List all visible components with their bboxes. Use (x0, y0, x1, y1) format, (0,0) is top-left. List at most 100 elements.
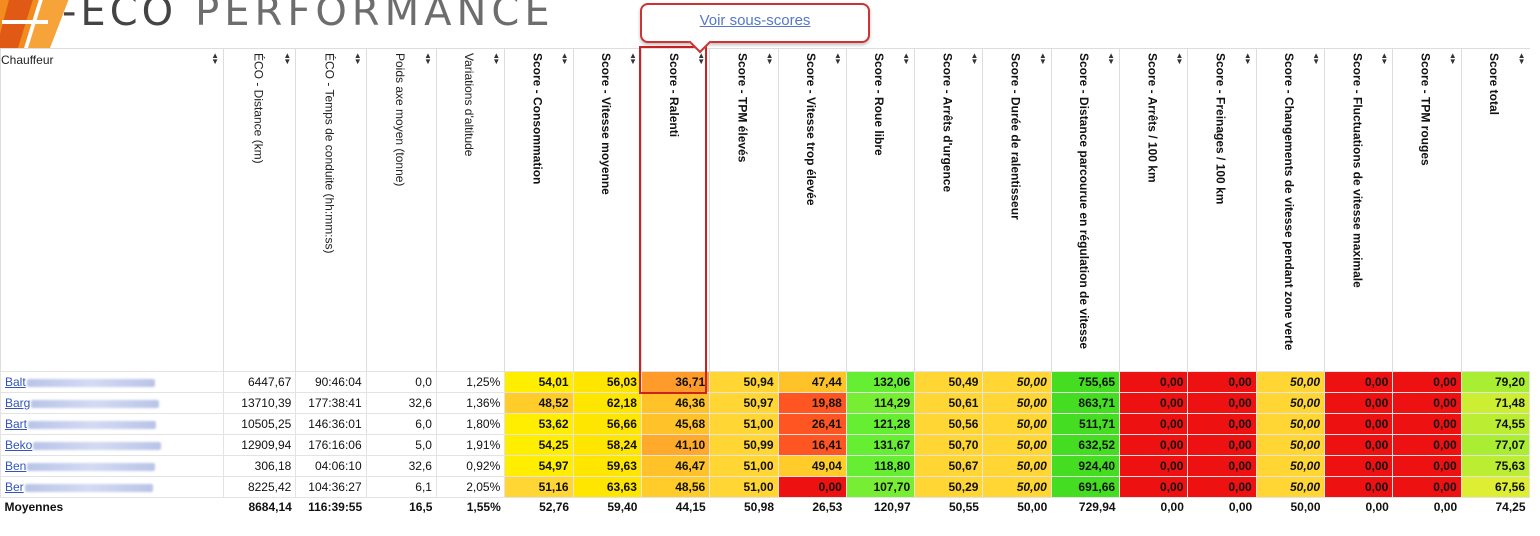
column-header-18[interactable]: Score total ▲ ▼ (1460, 48, 1530, 372)
table-cell: 0,00 (1187, 434, 1257, 456)
column-header-label: Score - Distance parcourue en régulation… (1077, 53, 1092, 350)
sort-icon[interactable]: ▲ ▼ (902, 51, 911, 66)
sort-icon[interactable]: ▲ ▼ (1380, 51, 1389, 66)
sort-icon[interactable]: ▲ ▼ (283, 51, 292, 66)
column-header-7[interactable]: Score - TPM élevés ▲ ▼ (709, 48, 779, 372)
driver-link[interactable]: Ber (5, 480, 24, 494)
table-cell: 6447,67 (223, 371, 297, 393)
column-header-label: Score - Vitesse trop élevée (803, 53, 818, 206)
average-cell: 1,55% (466, 500, 501, 514)
column-header-2[interactable]: Poids axe moyen (tonne) ▲ ▼ (365, 48, 437, 372)
table-cell: 0,00 (1187, 455, 1257, 477)
column-header-4[interactable]: Score - Consommation ▲ ▼ (504, 48, 574, 372)
table-cell: 54,01 (504, 371, 574, 393)
column-header-17[interactable]: Score - TPM rouges ▲ ▼ (1392, 48, 1462, 372)
average-cell: 44,15 (675, 500, 706, 514)
table-cell: 0,00 (1187, 413, 1257, 435)
driver-link[interactable]: Barg (5, 396, 31, 410)
table-cell: 51,00 (709, 413, 779, 435)
sort-icon[interactable]: ▲ ▼ (1312, 51, 1321, 66)
average-cell: 8684,14 (248, 500, 292, 514)
sort-icon[interactable]: ▲ ▼ (970, 51, 979, 66)
column-header-14[interactable]: Score - Freinages / 100 km ▲ ▼ (1187, 48, 1257, 372)
sort-icon[interactable]: ▲ ▼ (765, 51, 774, 66)
table-cell: 54,25 (504, 434, 574, 456)
table-cell: 56,66 (572, 413, 642, 435)
driver-link[interactable]: Ben (5, 459, 27, 473)
table-cell: 58,24 (572, 434, 642, 456)
table-cell: 54,97 (504, 455, 574, 477)
table-cell: 863,71 (1050, 392, 1121, 414)
column-header-3[interactable]: Variations d'altitude ▲ ▼ (435, 48, 505, 372)
column-header-label: Score - Arrêts d'urgence (940, 53, 955, 193)
table-cell: 0,00 (1392, 392, 1462, 414)
column-header-12[interactable]: Score - Distance parcourue en régulation… (1050, 48, 1120, 372)
table-cell: 0,00 (1392, 371, 1462, 393)
driver-cell[interactable]: Barg (0, 392, 225, 414)
column-header-1[interactable]: ÉCO - Temps de conduite (hh:mm:ss) ▲ ▼ (295, 48, 367, 372)
table-cell: 0,00 (1324, 455, 1394, 477)
driver-link[interactable]: Beko (5, 438, 33, 452)
driver-cell[interactable]: Bart (0, 413, 225, 435)
table-cell: 79,20 (1460, 371, 1531, 393)
average-cell: 0,00 (1433, 500, 1458, 514)
table-cell: 8225,42 (223, 476, 297, 498)
sort-icon[interactable]: ▲ ▼ (1107, 51, 1116, 66)
column-header-label: Score total (1487, 53, 1502, 116)
sort-icon[interactable]: ▲ ▼ (353, 51, 362, 66)
driver-link[interactable]: Balt (5, 375, 26, 389)
column-header-6[interactable]: Score - Ralenti ▲ ▼ (640, 48, 710, 372)
sort-icon[interactable]: ▲ ▼ (697, 51, 706, 66)
column-header-9[interactable]: Score - Roue libre ▲ ▼ (845, 48, 915, 372)
sort-icon[interactable]: ▲ ▼ (560, 51, 569, 66)
sort-icon[interactable]: ▲ ▼ (211, 51, 220, 66)
redacted-name (26, 378, 155, 387)
sort-icon[interactable]: ▲ ▼ (424, 51, 432, 66)
redacted-name (28, 420, 157, 429)
sort-icon[interactable]: ▲ ▼ (628, 51, 637, 66)
sort-icon[interactable]: ▲ ▼ (1517, 51, 1526, 66)
table-cell: 62,18 (572, 392, 642, 414)
table-row: Barg 13710,39 177:38:41 32,6 1,36% 48,52 62,18… (0, 392, 1531, 414)
table-cell: 50,29 (914, 476, 984, 498)
column-header-label: Score - Ralenti (667, 53, 682, 138)
column-header-label: ÉCO - Temps de conduite (hh:mm:ss) (322, 53, 337, 254)
average-cell: 59,40 (607, 500, 638, 514)
driver-cell[interactable]: Ber (0, 476, 225, 498)
redacted-name (24, 483, 153, 492)
column-header-label: Poids axe moyen (tonne) (392, 53, 407, 187)
driver-cell[interactable]: Beko (0, 434, 225, 456)
sort-icon[interactable]: ▲ ▼ (1448, 51, 1457, 66)
table-cell: 32,6 (365, 392, 437, 414)
table-cell: 16,41 (777, 434, 847, 456)
column-header-13[interactable]: Score - Arrêts / 100 km ▲ ▼ (1119, 48, 1188, 372)
column-header-0[interactable]: ÉCO - Distance (km) ▲ ▼ (223, 48, 296, 372)
table-cell: 50,00 (982, 476, 1052, 498)
average-cell: 16,5 (409, 500, 433, 514)
table-cell: 50,00 (1255, 434, 1326, 456)
sort-icon[interactable]: ▲ ▼ (1243, 51, 1252, 66)
column-header-8[interactable]: Score - Vitesse trop élevée ▲ ▼ (777, 48, 847, 372)
average-cell: 120,97 (873, 500, 911, 514)
column-header-5[interactable]: Score - Vitesse moyenne ▲ ▼ (572, 48, 642, 372)
sub-scores-tooltip: Voir sous-scores (640, 3, 870, 54)
view-sub-scores-link[interactable]: Voir sous-scores (699, 12, 811, 29)
table-cell: 511,71 (1050, 413, 1121, 435)
driver-cell[interactable]: Balt (0, 371, 225, 393)
table-cell: 50,97 (709, 392, 779, 414)
column-header-15[interactable]: Score - Changements de vitesse pendant z… (1255, 48, 1325, 372)
eco-performance-logo: -ECO PERFORMANCE (0, 0, 600, 48)
table-cell: 1,91% (435, 434, 506, 456)
sort-icon[interactable]: ▲ ▼ (492, 51, 501, 66)
column-header-11[interactable]: Score - Durée de ralentisseur ▲ ▼ (982, 48, 1052, 372)
column-header-10[interactable]: Score - Arrêts d'urgence ▲ ▼ (914, 48, 983, 372)
column-header-chauffeur[interactable]: Chauffeur ▲ ▼ (0, 48, 224, 372)
driver-cell[interactable]: Ben (0, 455, 225, 477)
sort-icon[interactable]: ▲ ▼ (1038, 51, 1047, 66)
sort-icon[interactable]: ▲ ▼ (1175, 51, 1184, 66)
sort-icon[interactable]: ▲ ▼ (833, 51, 842, 66)
column-header-16[interactable]: Score - Fluctuations de vitesse maximale… (1324, 48, 1393, 372)
table-cell: 75,63 (1460, 455, 1531, 477)
logo-text: -ECO PERFORMANCE (62, 0, 555, 35)
driver-link[interactable]: Bart (5, 417, 28, 431)
